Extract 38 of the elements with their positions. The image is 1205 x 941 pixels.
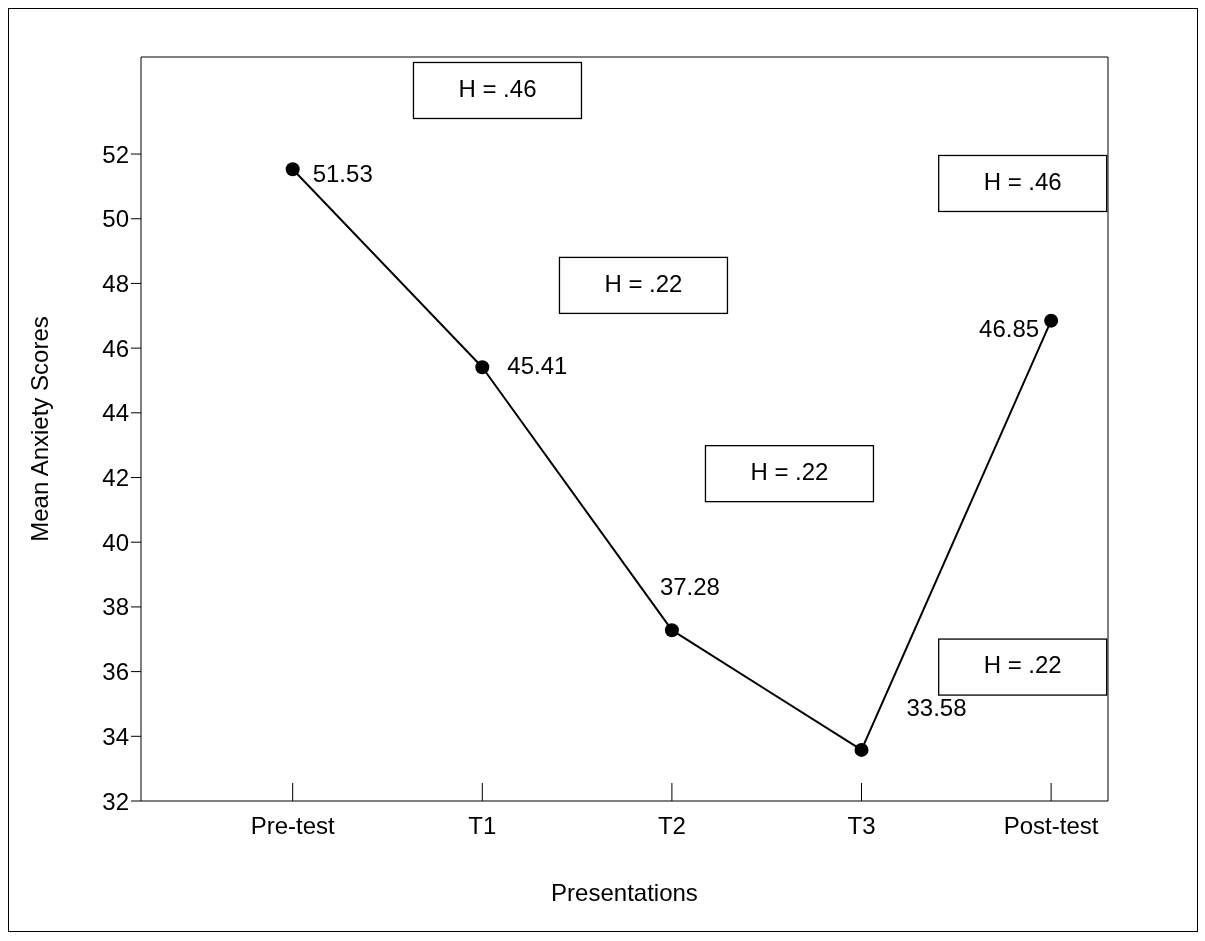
data-label: 45.41 <box>507 351 568 379</box>
x-tick-label: Post-test <box>1003 812 1099 840</box>
annotation: H = .46 <box>458 74 537 102</box>
annotation: H = .46 <box>983 167 1062 195</box>
x-axis-title: Presentations <box>551 879 698 906</box>
y-axis-title: Mean Anxiety Scores <box>25 316 53 542</box>
data-label: 37.28 <box>659 572 720 600</box>
data-label: 33.58 <box>906 694 967 722</box>
annotation-box: H = .46 <box>938 154 1108 213</box>
annotation-box: H = .22 <box>938 638 1108 696</box>
y-tick-label: 48 <box>102 269 129 297</box>
annotation: H = .22 <box>750 457 829 485</box>
y-tick-label: 44 <box>102 399 129 427</box>
point <box>285 162 300 177</box>
annotation: H = .22 <box>983 651 1062 679</box>
x-tick-label: T2 <box>657 812 686 840</box>
y-tick-label: 38 <box>102 593 129 621</box>
data-label: 51.53 <box>312 159 373 187</box>
y-tick-label: 52 <box>102 140 129 168</box>
point <box>854 742 869 757</box>
y-tick-label: 50 <box>102 205 129 233</box>
data-label: 46.85 <box>979 314 1040 342</box>
x-tick-label: T3 <box>847 812 876 840</box>
y-tick-label: 46 <box>102 334 129 362</box>
annotation-box: H = .46 <box>412 61 583 120</box>
y-tick-label: 36 <box>102 658 129 686</box>
point <box>664 623 679 638</box>
y-tick-label: 42 <box>102 464 129 492</box>
point <box>475 360 490 375</box>
y-tick-label: 32 <box>102 787 129 815</box>
x-tick-label: T1 <box>468 812 497 840</box>
y-tick-label: 34 <box>102 722 129 750</box>
annotation-box: H = .22 <box>558 256 729 315</box>
x-tick-label: Pre-test <box>250 812 336 840</box>
annotation: H = .22 <box>604 269 683 297</box>
y-tick-label: 40 <box>102 528 129 556</box>
point <box>1044 313 1059 328</box>
annotation-box: H = .22 <box>704 445 875 503</box>
